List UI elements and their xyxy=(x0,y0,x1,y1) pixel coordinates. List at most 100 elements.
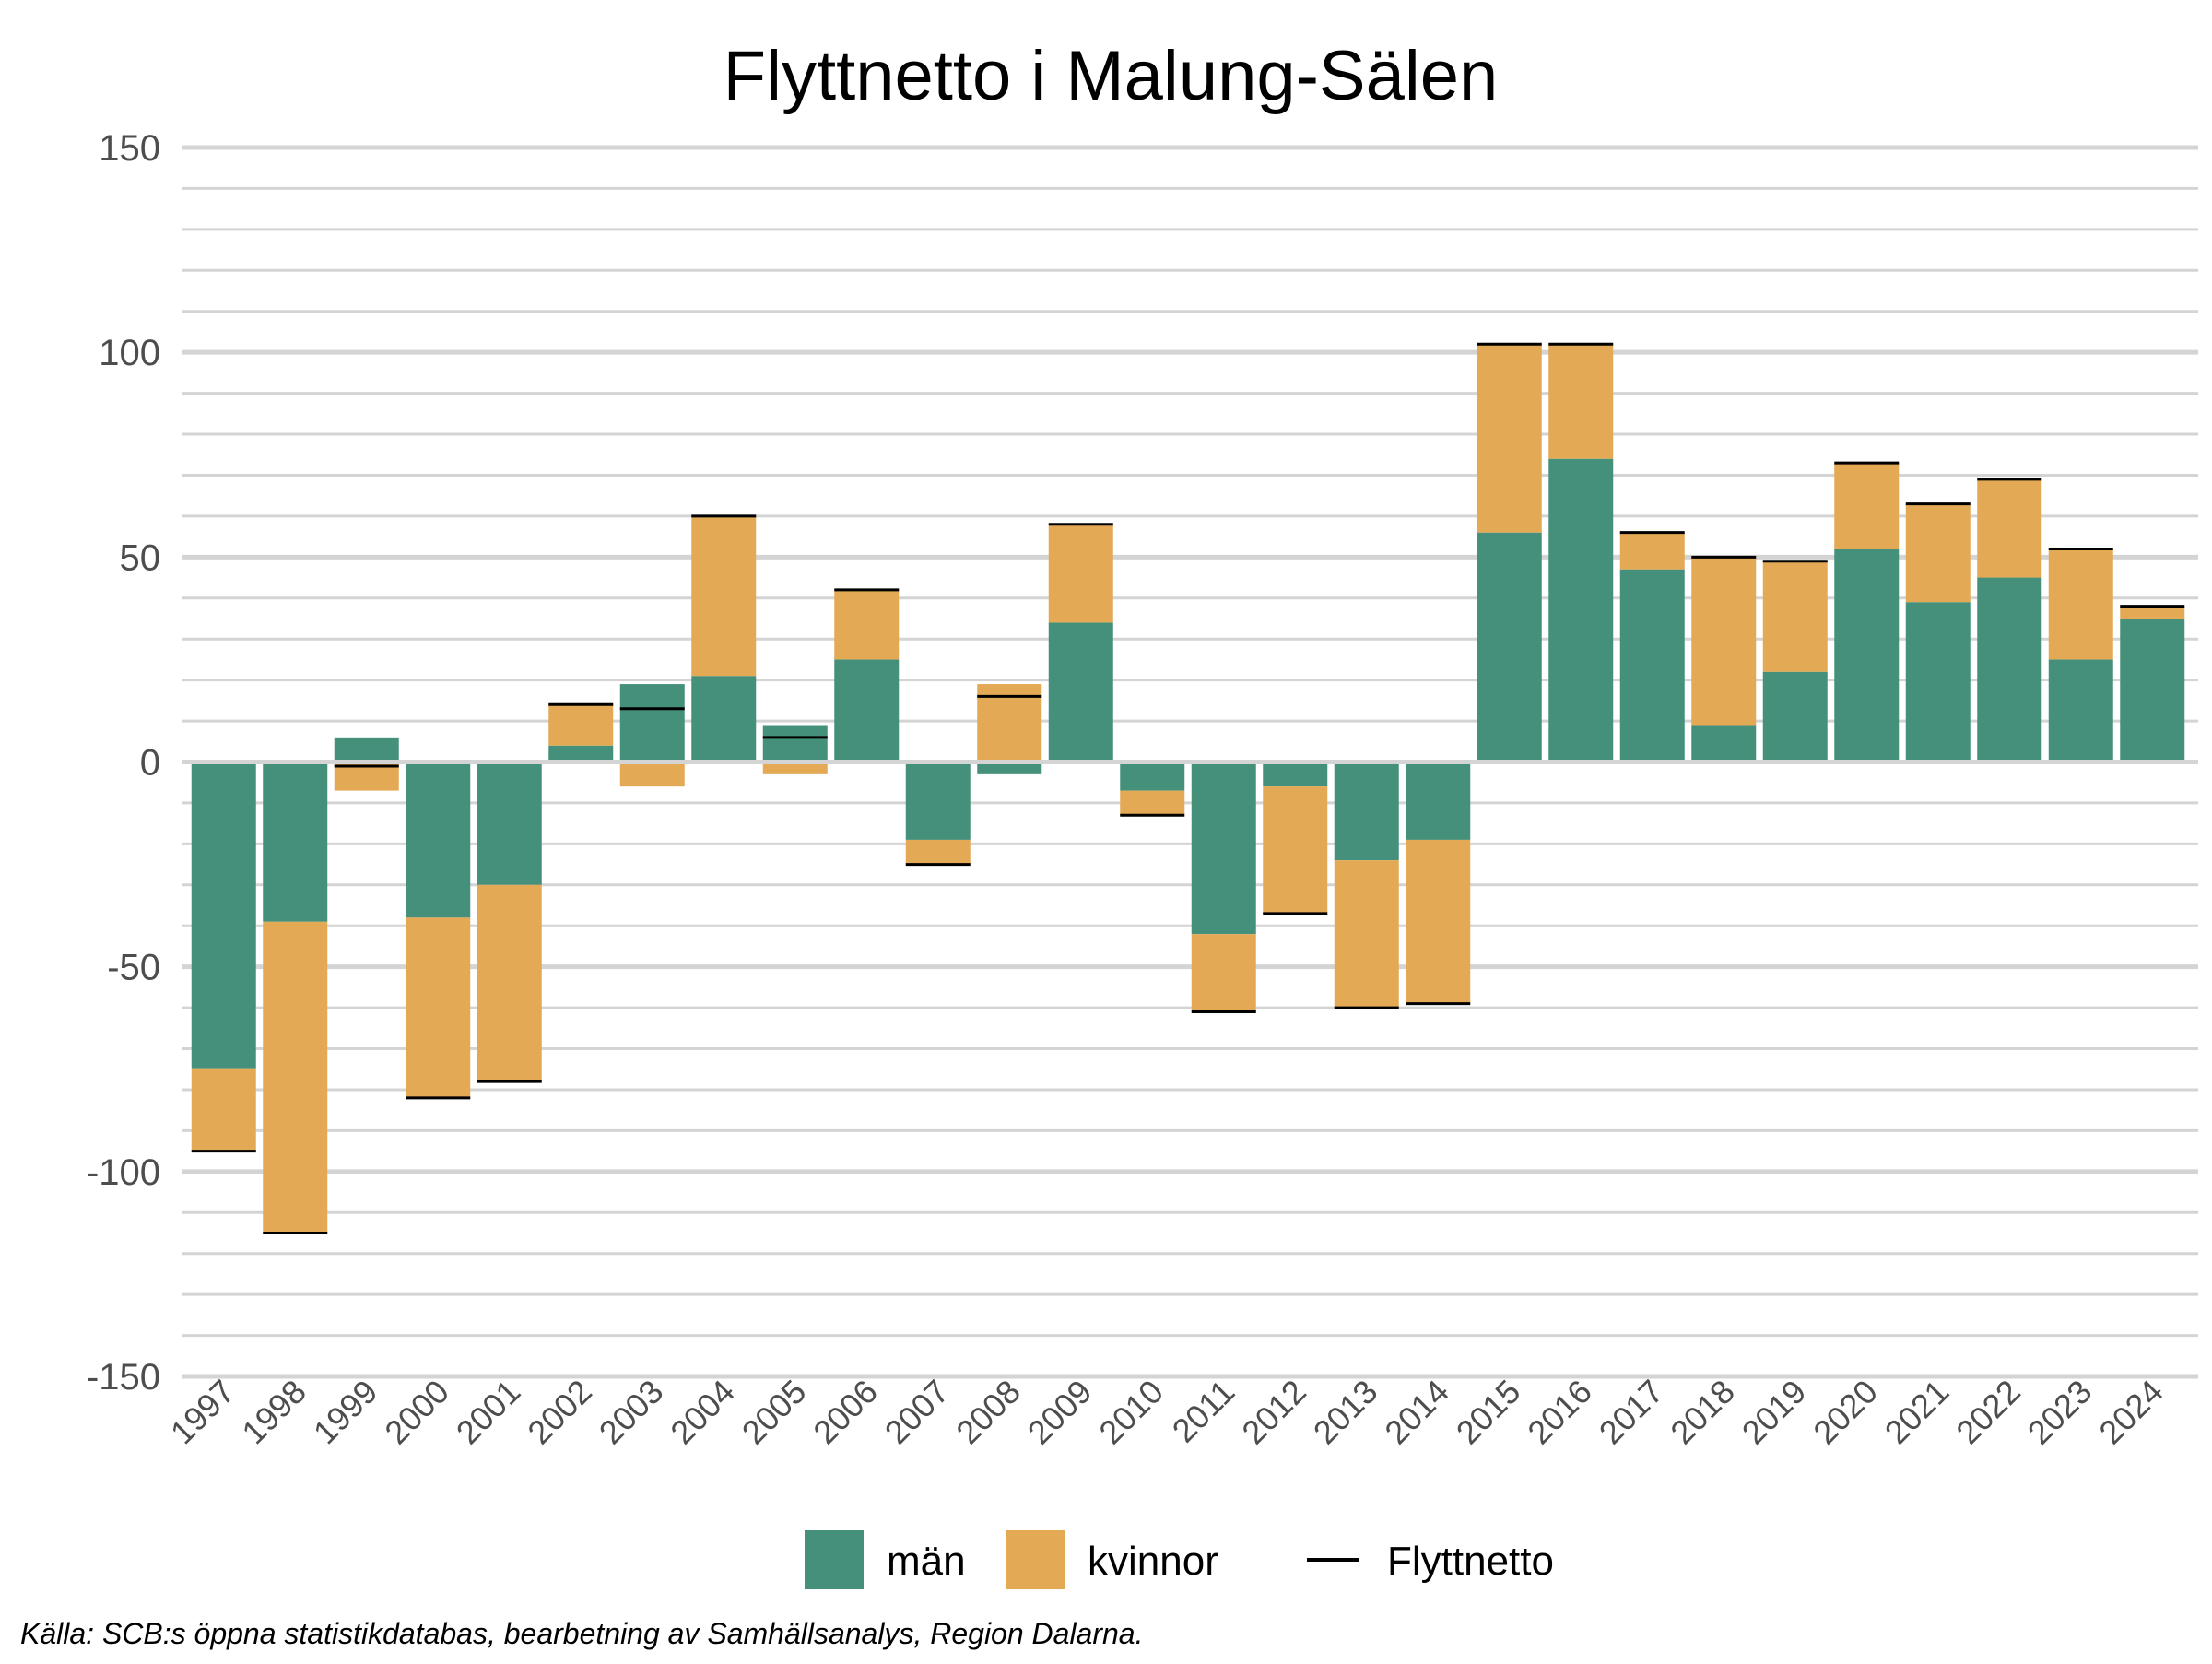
legend-swatch-kvinnor xyxy=(1006,1530,1065,1589)
markers-layer xyxy=(191,342,2185,1234)
bar-man xyxy=(1619,569,1685,762)
y-axis: 150 100 50 0 -50 -100 -150 xyxy=(87,128,160,1398)
x-tick-label: 2000 xyxy=(377,1373,456,1452)
x-tick-label: 2007 xyxy=(877,1373,957,1452)
bar-kvinnor xyxy=(263,921,328,1233)
bar-kvinnor xyxy=(2048,549,2113,660)
x-tick-label: 2001 xyxy=(449,1373,528,1452)
bar-kvinnor xyxy=(477,884,542,1082)
x-tick-label: 2008 xyxy=(948,1373,1028,1452)
bar-man xyxy=(2120,618,2185,762)
x-tick-label: 2016 xyxy=(1520,1373,1599,1452)
chart-title: Flyttnetto i Malung-Sälen xyxy=(724,37,1499,115)
legend-label-flyttnetto: Flyttnetto xyxy=(1387,1539,1554,1584)
x-tick-label: 1999 xyxy=(306,1373,385,1452)
bar-man xyxy=(1263,761,1328,787)
bar-man xyxy=(1691,725,1757,762)
bar-man xyxy=(762,725,828,762)
bar-kvinnor xyxy=(1477,344,1542,533)
bar-kvinnor xyxy=(834,589,900,660)
y-tick-label: 0 xyxy=(140,743,160,784)
bar-kvinnor xyxy=(1905,503,1971,603)
bar-kvinnor xyxy=(1619,532,1685,570)
x-tick-label: 2013 xyxy=(1306,1373,1385,1452)
bar-man xyxy=(1191,761,1256,935)
x-tick-label: 2024 xyxy=(2091,1373,2171,1452)
legend-swatch-man xyxy=(805,1530,864,1589)
x-tick-label: 2023 xyxy=(2020,1373,2100,1452)
source-note: Källa: SCB:s öppna statistikdatabas, bea… xyxy=(20,1617,1143,1650)
bar-man xyxy=(1977,577,2042,762)
bar-kvinnor xyxy=(1406,839,1471,1004)
bar-kvinnor xyxy=(1762,561,1828,672)
bar-man xyxy=(834,659,900,762)
bar-man xyxy=(334,737,399,762)
bar-man xyxy=(2048,659,2113,762)
bar-man xyxy=(1048,622,1113,762)
x-tick-label: 2006 xyxy=(806,1373,885,1452)
y-tick-label: -150 xyxy=(87,1357,160,1398)
bar-kvinnor xyxy=(1120,790,1185,816)
bar-man xyxy=(1762,671,1828,762)
bar-kvinnor xyxy=(191,1068,256,1151)
bar-kvinnor xyxy=(1048,524,1113,623)
x-tick-label: 2004 xyxy=(663,1373,742,1452)
x-tick-label: 2010 xyxy=(1091,1373,1171,1452)
bar-kvinnor xyxy=(762,761,828,774)
bar-man xyxy=(191,761,256,1069)
bar-kvinnor xyxy=(1263,786,1328,914)
bar-kvinnor xyxy=(905,839,971,865)
y-tick-label: -50 xyxy=(107,948,160,988)
x-tick-label: 2005 xyxy=(735,1373,814,1452)
bars-layer xyxy=(191,344,2185,1233)
bar-man xyxy=(619,684,685,762)
bar-man xyxy=(477,761,542,885)
bar-man xyxy=(691,676,757,762)
x-tick-label: 2015 xyxy=(1449,1373,1528,1452)
x-tick-label: 2012 xyxy=(1234,1373,1313,1452)
bar-man xyxy=(263,761,328,922)
bar-man xyxy=(1406,761,1471,840)
bar-man xyxy=(1905,602,1971,762)
x-tick-label: 2003 xyxy=(592,1373,671,1452)
bar-man xyxy=(977,761,1042,774)
bar-man xyxy=(1477,532,1542,762)
x-tick-label: 2009 xyxy=(1020,1373,1100,1452)
x-tick-label: 1997 xyxy=(163,1373,242,1452)
legend-label-man: män xyxy=(887,1539,966,1584)
bar-kvinnor xyxy=(619,761,685,787)
bar-kvinnor xyxy=(1691,557,1757,726)
legend: män kvinnor Flyttnetto xyxy=(805,1530,1554,1589)
bar-man xyxy=(406,761,471,918)
x-tick-label: 2002 xyxy=(520,1373,599,1452)
bar-man xyxy=(1548,458,1614,762)
x-tick-label: 2017 xyxy=(1592,1373,1671,1452)
y-tick-label: -100 xyxy=(87,1152,160,1193)
bar-man xyxy=(548,745,614,762)
bar-man xyxy=(905,761,971,840)
x-tick-label: 2022 xyxy=(1948,1373,2028,1452)
bar-kvinnor xyxy=(548,704,614,746)
bar-kvinnor xyxy=(2120,606,2185,619)
x-tick-label: 2018 xyxy=(1663,1373,1742,1452)
bar-man xyxy=(1334,761,1399,861)
bar-man xyxy=(1834,549,1900,762)
bar-kvinnor xyxy=(406,917,471,1098)
x-axis: 1997199819992000200120022003200420052006… xyxy=(163,1373,2171,1452)
bar-kvinnor xyxy=(1977,478,2042,578)
x-tick-label: 2011 xyxy=(1165,1373,1242,1450)
bar-kvinnor xyxy=(1191,934,1256,1012)
bar-kvinnor xyxy=(1334,860,1399,1009)
legend-label-kvinnor: kvinnor xyxy=(1088,1539,1218,1584)
y-tick-label: 100 xyxy=(99,333,160,373)
bar-kvinnor xyxy=(1548,344,1614,459)
y-tick-label: 150 xyxy=(99,128,160,169)
x-tick-label: 2020 xyxy=(1806,1373,1885,1452)
x-tick-label: 2014 xyxy=(1377,1373,1456,1452)
bar-kvinnor xyxy=(1834,463,1900,549)
bar-kvinnor xyxy=(691,515,757,677)
x-tick-label: 1998 xyxy=(234,1373,313,1452)
x-tick-label: 2021 xyxy=(1877,1373,1957,1452)
